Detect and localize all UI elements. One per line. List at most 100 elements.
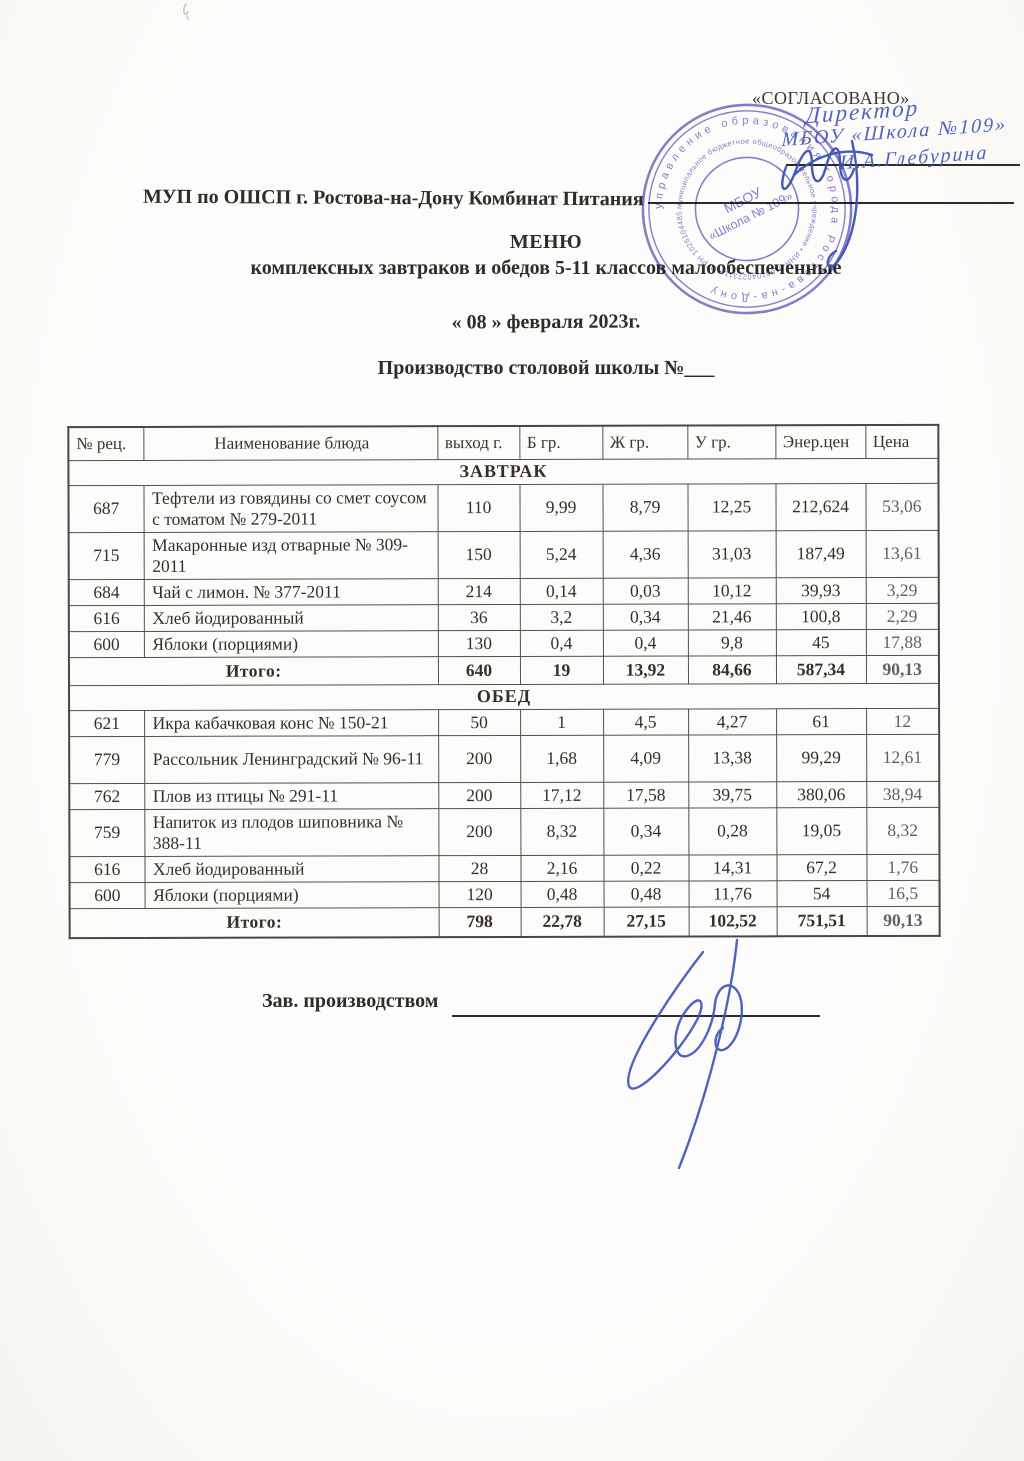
- cell-fat: 0,03: [602, 577, 688, 604]
- cell-price: 53,06: [865, 482, 939, 531]
- director-signature-scrawl: [781, 139, 874, 268]
- cell-energy: 39,93: [775, 577, 866, 604]
- cell-protein: 3,2: [519, 603, 603, 630]
- cell-fat: 0,34: [602, 603, 688, 630]
- cell-out: 28: [438, 854, 521, 882]
- doc-title: МЕНЮ: [509, 231, 583, 253]
- col-header-fat: Ж гр.: [602, 425, 688, 459]
- cell-num: 687: [68, 484, 144, 533]
- cell-dish: Чай с лимон. № 377-2011: [143, 578, 438, 605]
- cell-dish: Яблоки (порциями): [144, 881, 439, 908]
- cell-fat: 0,22: [603, 854, 689, 881]
- production-line: Производство столовой школы №___: [377, 357, 715, 379]
- total-carb: 84,66: [687, 655, 777, 684]
- manager-signature-line: [452, 1015, 820, 1017]
- cell-price: 12,61: [866, 733, 940, 782]
- cell-fat: 4,09: [603, 734, 689, 782]
- cell-protein: 2,16: [520, 854, 604, 881]
- cell-out: 120: [438, 880, 521, 908]
- cell-fat: 0,34: [603, 807, 689, 855]
- cell-energy: 19,05: [776, 807, 867, 855]
- cell-carb: 10,12: [687, 577, 776, 604]
- cell-dish: Плов из птицы № 291-11: [144, 782, 439, 809]
- cell-num: 600: [69, 881, 145, 909]
- col-header-num: № рец.: [68, 426, 144, 461]
- cell-out: 50: [438, 708, 521, 736]
- total-energy: 751,51: [776, 906, 867, 937]
- cell-price: 1,76: [866, 853, 940, 881]
- section-title: ОБЕД: [69, 682, 940, 711]
- manager-signature-scrawl: [627, 938, 744, 1170]
- cell-protein: 1,68: [520, 734, 604, 782]
- total-label: Итого:: [68, 656, 439, 686]
- total-out: 798: [438, 906, 521, 938]
- cell-fat: 0,4: [602, 629, 688, 656]
- cell-out: 36: [437, 603, 520, 631]
- cell-num: 600: [68, 630, 144, 658]
- cell-price: 16,5: [866, 879, 940, 907]
- cell-energy: 100,8: [775, 603, 866, 630]
- cell-carb: 13,38: [688, 734, 777, 782]
- cell-dish: Яблоки (порциями): [143, 630, 438, 657]
- cell-num: 684: [68, 578, 144, 606]
- section-title: ЗАВТРАК: [68, 457, 939, 486]
- cell-carb: 9,8: [687, 629, 776, 656]
- cell-fat: 0,48: [603, 880, 689, 907]
- cell-dish: Тефтели из говядины со смет соусом с том…: [143, 484, 438, 532]
- col-header-energy: Энер.цен: [775, 425, 866, 459]
- doc-date: « 08 » февраля 2023г.: [451, 310, 641, 334]
- organization-line: МУП по ОШСП г. Ростова-на-Дону Комбинат …: [143, 186, 1014, 210]
- cell-protein: 0,4: [519, 629, 603, 656]
- menu-row: 616 Хлеб йодированный 28 2,16 0,22 14,31…: [69, 853, 940, 883]
- col-header-price: Цена: [865, 424, 939, 459]
- cell-num: 762: [69, 782, 145, 810]
- menu-row: 684 Чай с лимон. № 377-2011 214 0,14 0,0…: [68, 576, 939, 606]
- cell-energy: 54: [776, 880, 867, 907]
- cell-protein: 1: [520, 708, 604, 735]
- cell-out: 214: [437, 577, 520, 605]
- col-header-carb: У гр.: [687, 425, 776, 459]
- section-row-breakfast: ЗАВТРАК: [68, 457, 939, 486]
- cell-protein: 8,32: [520, 807, 604, 855]
- cell-fat: 17,58: [603, 781, 689, 808]
- total-carb: 102,52: [688, 906, 777, 937]
- cell-dish: Рассольник Ленинградский № 96-11: [144, 735, 439, 783]
- cell-dish: Хлеб йодированный: [143, 604, 438, 631]
- cell-out: 200: [438, 781, 521, 809]
- menu-row: 759 Напиток из плодов шиповника № 388-11…: [69, 806, 940, 857]
- cell-price: 38,94: [866, 780, 940, 808]
- cell-price: 17,88: [865, 628, 939, 656]
- cell-energy: 67,2: [776, 854, 867, 881]
- total-out: 640: [437, 655, 521, 685]
- cell-price: 2,29: [865, 602, 939, 630]
- cell-energy: 99,29: [776, 734, 867, 782]
- menu-row: 600 Яблоки (порциями) 130 0,4 0,4 9,8 45…: [68, 628, 939, 658]
- cell-price: 13,61: [865, 529, 939, 578]
- cell-carb: 31,03: [687, 530, 776, 578]
- cell-out: 130: [437, 629, 520, 657]
- cell-carb: 4,27: [688, 708, 777, 735]
- cell-carb: 0,28: [688, 807, 777, 855]
- cell-out: 150: [437, 530, 520, 579]
- school-round-stamp: управление образования города Ростова-на…: [633, 95, 853, 315]
- manager-label: Зав. производством: [262, 990, 439, 1012]
- cell-num: 779: [69, 735, 145, 784]
- cell-fat: 8,79: [602, 483, 688, 531]
- breakfast-total-row: Итого: 640 19 13,92 84,66 587,34 90,13: [68, 654, 940, 686]
- cell-price: 8,32: [866, 806, 940, 855]
- cell-num: 759: [69, 808, 145, 857]
- approval-heading: «СОГЛАСОВАНО»: [752, 88, 910, 108]
- cell-num: 616: [69, 855, 145, 883]
- cell-price: 3,29: [865, 576, 939, 604]
- cell-fat: 4,5: [603, 708, 689, 735]
- col-header-protein: Б гр.: [519, 425, 603, 459]
- total-label: Итого:: [69, 907, 439, 939]
- cell-protein: 0,14: [519, 577, 603, 604]
- section-row-lunch: ОБЕД: [69, 682, 940, 711]
- cell-protein: 5,24: [519, 530, 603, 578]
- cell-carb: 21,46: [687, 603, 776, 630]
- cell-carb: 39,75: [688, 781, 777, 808]
- menu-row: 715 Макаронные изд отварные № 309-2011 1…: [68, 529, 939, 580]
- cell-dish: Хлеб йодированный: [144, 855, 439, 882]
